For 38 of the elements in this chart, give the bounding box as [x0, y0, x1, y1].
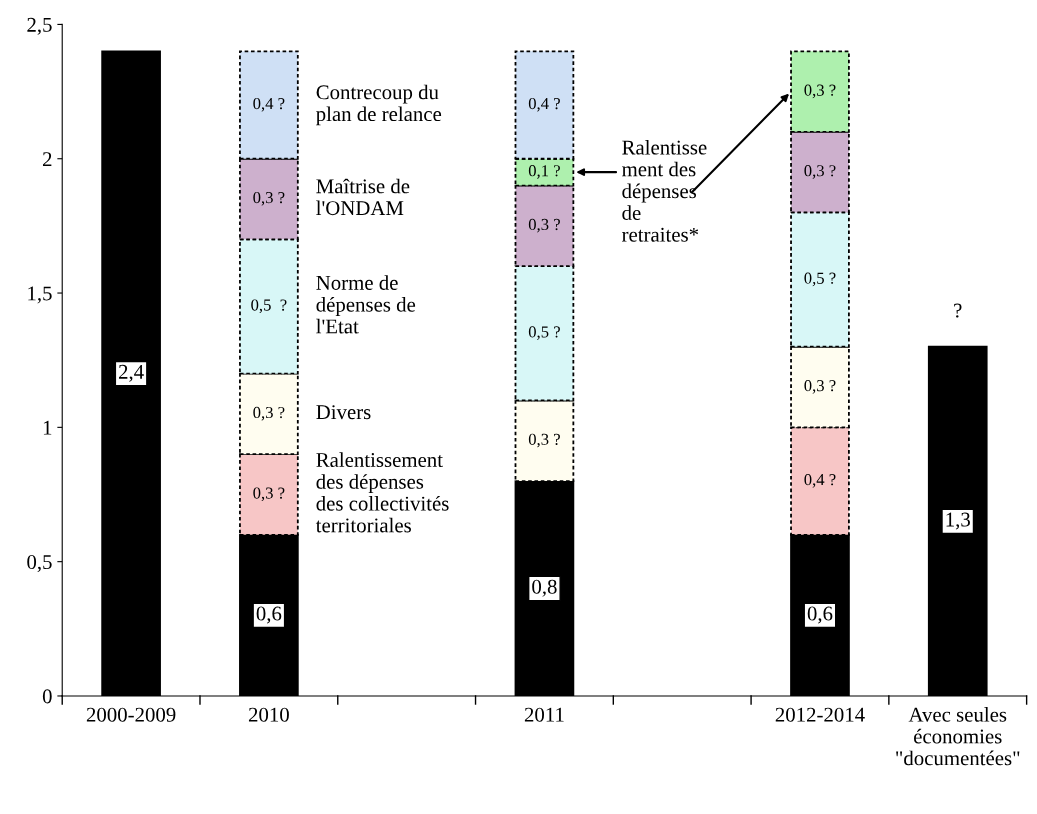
data-label: 0,4 ?: [804, 474, 836, 488]
data-label: 0,6: [256, 606, 282, 624]
data-label: 0,4 ?: [528, 97, 560, 112]
series-label: Divers: [316, 405, 371, 420]
y-tick-label: 0: [42, 689, 52, 704]
x-tick-label: 2011: [524, 707, 564, 722]
y-tick-label: 0,5: [27, 555, 52, 573]
data-label: 1,3: [946, 512, 970, 530]
data-label: 0,3 ?: [528, 433, 560, 448]
data-label: 0,3 ?: [253, 406, 285, 421]
data-label: 0,3 ?: [804, 84, 836, 99]
y-tick-label: 2: [43, 152, 52, 166]
data-label: 0,3 ?: [804, 379, 836, 394]
data-label: 0,1 ?: [528, 165, 560, 179]
data-label: 0,6: [807, 606, 833, 624]
x-tick-label: 2010: [248, 707, 289, 722]
data-label: 2,4: [119, 364, 144, 382]
data-label: 0,4 ?: [253, 97, 285, 112]
data-label: 0,3 ?: [528, 218, 560, 233]
x-tick-label: Avec seules économies "documentées": [896, 707, 1020, 766]
data-label: 0,3 ?: [804, 165, 836, 179]
series-label: Maîtrise de l'ONDAM: [316, 178, 410, 216]
data-label: 0,5 ?: [528, 326, 560, 340]
y-tick-label: 2,5: [27, 17, 52, 35]
series-label: Contrecoup du plan de relance: [316, 84, 442, 126]
series-label: Norme de dépenses de l'Etat: [316, 275, 416, 334]
annotation: ?: [954, 303, 962, 318]
data-label: 0,3 ?: [253, 191, 285, 206]
text: Ralentisse ment des dépenses de retraites*: [621, 139, 707, 242]
y-tick-label: 1,5: [28, 286, 52, 304]
data-label: 0,5 ?: [251, 299, 287, 314]
data-label: 0,8: [532, 579, 557, 597]
y-tick-label: 1: [43, 420, 52, 435]
data-label: 0,5 ?: [804, 272, 836, 287]
x-tick-label: 2000-2009: [86, 707, 176, 722]
series-label: Ralentissement des dépenses des collectivités territoriales: [315, 452, 449, 533]
x-tick-label: 2012-2014: [775, 707, 865, 722]
data-label: 0,3 ?: [253, 487, 285, 502]
